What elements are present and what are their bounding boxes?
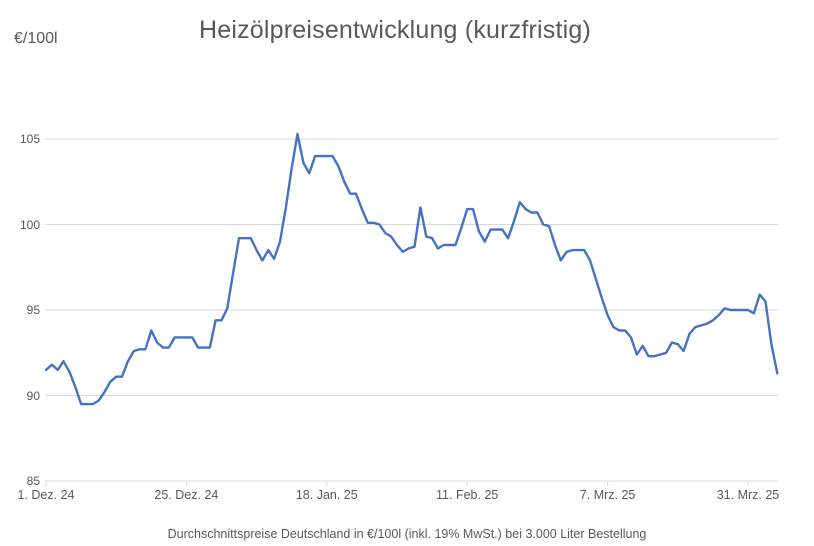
x-axis-label-5: 31. Mrz. 25	[716, 488, 780, 502]
price-series-line	[44, 132, 779, 406]
x-axis-label-4: 7. Mrz. 25	[579, 488, 636, 502]
y-axis-label-95: 95	[26, 303, 40, 317]
y-axis-unit-label: €/100l	[14, 30, 58, 47]
x-axis-label-1: 25. Dez. 24	[154, 488, 219, 502]
y-axis-label-90: 90	[26, 388, 40, 403]
y-axis-label-85: 85	[26, 474, 40, 488]
chart-title: Heizölpreisentwicklung (kurzfristig)	[198, 16, 592, 44]
x-axis-label-3: 11. Feb. 25	[436, 488, 499, 502]
y-axis-label-105: 105	[19, 132, 40, 146]
x-axis-label-2: 18. Jan. 25	[295, 488, 358, 502]
y-axis-label-100: 100	[19, 217, 40, 232]
x-axis-label-0: 1. Dez. 24	[17, 488, 75, 502]
chart-footnote: Durchschnittspreise Deutschland in €/100…	[167, 527, 647, 541]
